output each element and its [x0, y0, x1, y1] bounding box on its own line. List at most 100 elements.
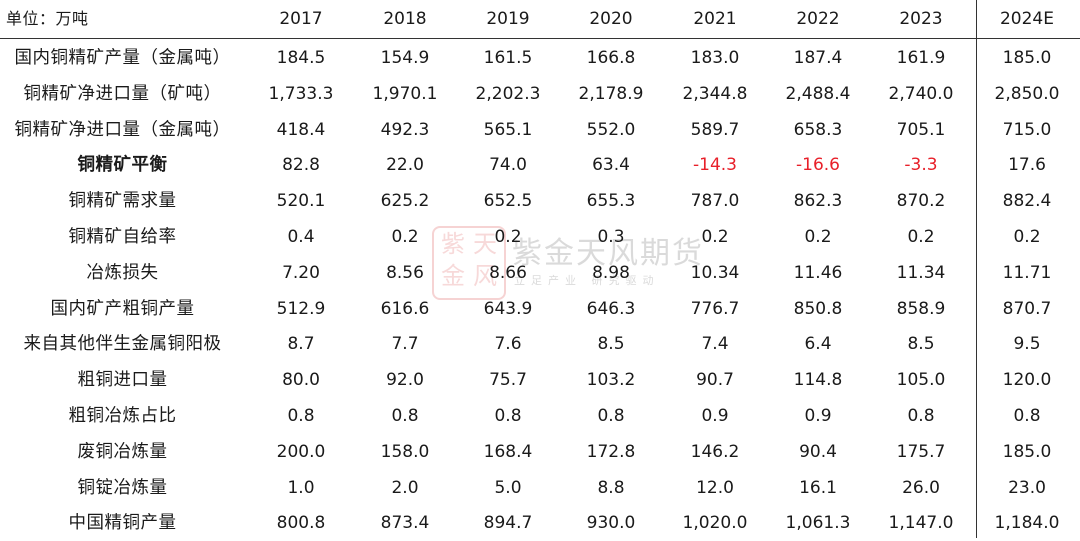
table-cell: 0.4: [287, 227, 315, 247]
table-cell: 154.9: [380, 48, 430, 68]
table-cell: 175.7: [896, 441, 946, 462]
table-cell: 0.9: [701, 406, 729, 426]
table-row: 粗铜冶炼占比 0.8 0.8 0.8 0.8 0.9 0.9 0.8 0.8: [0, 398, 1080, 434]
watermark-slogan: 立足产业 研究驱动: [514, 274, 660, 287]
table-cell: 11.34: [896, 262, 946, 283]
table-row: 铜精矿需求量 520.1 625.2 652.5 655.3 787.0 862.3 870.…: [0, 183, 1080, 219]
table-cell: 0.3: [597, 227, 625, 247]
table-cell: 643.9: [483, 298, 533, 319]
table-cell: 2,344.8: [682, 83, 748, 104]
table-cell: 200.0: [276, 441, 326, 462]
table-cell: 870.7: [1002, 298, 1052, 319]
table-cell: 2,740.0: [888, 83, 954, 104]
table-cell: 103.2: [586, 370, 636, 391]
table-cell: 2,488.4: [785, 83, 851, 104]
table-cell: 184.5: [276, 48, 326, 68]
table-cell: 82.8: [282, 155, 320, 176]
table-cell: 1,147.0: [888, 513, 954, 534]
table-cell: 705.1: [896, 119, 946, 140]
table-row: 来自其他伴生金属铜阳极 8.7 7.7 7.6 8.5 7.4 6.4 8.5 9.5: [0, 326, 1080, 362]
table-cell: 616.6: [380, 298, 430, 319]
row-label: 国内矿产粗铜产量: [50, 298, 195, 319]
table-cell: 146.2: [690, 441, 740, 462]
row-label: 铜精矿平衡: [77, 155, 168, 176]
table-row: 粗铜进口量 80.0 92.0 75.7 103.2 90.7 114.8 105.0 120.…: [0, 362, 1080, 398]
header-rule: [0, 38, 1080, 39]
watermark: 紫天金风 紫金天风期货 立足产业 研究驱动: [432, 226, 732, 300]
table-cell: 120.0: [1002, 370, 1052, 391]
table-cell: 183.0: [690, 48, 740, 68]
table-row: 国内矿产粗铜产量 512.9 616.6 643.9 646.3 776.7 850.8 85…: [0, 291, 1080, 327]
table-cell: 158.0: [380, 441, 430, 462]
table-cell: 0.8: [597, 406, 625, 426]
table-cell: 0.8: [391, 406, 419, 426]
table-cell: 0.8: [494, 406, 522, 426]
table-cell: 652.5: [483, 191, 533, 212]
table-cell: 75.7: [489, 370, 527, 391]
row-label: 中国精铜产量: [68, 513, 177, 534]
table-cell: 16.1: [799, 477, 837, 498]
table-cell: 185.0: [1002, 48, 1052, 68]
table-row: 冶炼损失 7.20 8.56 8.66 8.98 10.34 11.46 11.34 11.71: [0, 255, 1080, 291]
table-cell: 930.0: [586, 513, 636, 534]
table-cell: 114.8: [793, 370, 843, 391]
table-cell: 2,850.0: [994, 83, 1060, 104]
table-cell: 92.0: [386, 370, 424, 391]
table-cell: 0.2: [1013, 227, 1041, 247]
table-cell: 418.4: [276, 119, 326, 140]
table-cell: 172.8: [586, 441, 636, 462]
row-label: 铜精矿自给率: [68, 227, 177, 247]
table-cell: 8.66: [489, 262, 527, 283]
row-label: 铜精矿净进口量（金属吨）: [14, 119, 231, 140]
table-cell: 1,184.0: [994, 513, 1060, 534]
row-label: 粗铜冶炼占比: [68, 406, 177, 426]
table-cell: 850.8: [793, 298, 843, 319]
table-cell: 1,733.3: [268, 83, 334, 104]
unit-label: 单位：万吨: [6, 9, 89, 28]
table-cell: 8.7: [287, 334, 315, 355]
table-cell: 873.4: [380, 513, 430, 534]
row-label: 铜精矿净进口量（矿吨）: [23, 83, 222, 104]
table-cell: 882.4: [1002, 191, 1052, 212]
table-cell: 11.71: [1002, 262, 1052, 283]
table-row: 国内铜精矿产量（金属吨） 184.5 154.9 161.5 166.8 183.0 187…: [0, 40, 1080, 76]
table-cell: 894.7: [483, 513, 533, 534]
table-cell: 655.3: [586, 191, 636, 212]
table-cell: 17.6: [1008, 155, 1046, 176]
table-cell: 8.98: [592, 262, 630, 283]
table-cell: 7.7: [391, 334, 419, 355]
table-cell: 0.2: [701, 227, 729, 247]
table-cell: 787.0: [690, 191, 740, 212]
table-cell: 2,202.3: [475, 83, 541, 104]
table-cell: 161.5: [483, 48, 533, 68]
table-cell: 776.7: [690, 298, 740, 319]
table-cell: 0.9: [804, 406, 832, 426]
table-cell: 858.9: [896, 298, 946, 319]
row-label: 来自其他伴生金属铜阳极: [23, 334, 222, 355]
table-cell: 22.0: [386, 155, 424, 176]
table-cell: 105.0: [896, 370, 946, 391]
table-row: 铜精矿净进口量（矿吨） 1,733.3 1,970.1 2,202.3 2,178.9 2…: [0, 76, 1080, 112]
table-row: 铜精矿自给率 0.4 0.2 0.2 0.3 0.2 0.2 0.2 0.2: [0, 219, 1080, 255]
table-cell: 185.0: [1002, 441, 1052, 462]
table-cell: 12.0: [696, 477, 734, 498]
table-cell: 7.20: [282, 262, 320, 283]
table-cell: 0.2: [804, 227, 832, 247]
table-cell: 74.0: [489, 155, 527, 176]
table-cell: 0.8: [1013, 406, 1041, 426]
table-cell: 565.1: [483, 119, 533, 140]
header-year: 2024E: [999, 9, 1054, 29]
table-cell: 0.2: [391, 227, 419, 247]
forecast-divider: [976, 0, 977, 538]
table-cell: 646.3: [586, 298, 636, 319]
table-cell: 187.4: [793, 48, 843, 68]
table-cell: 9.5: [1013, 334, 1041, 355]
table-cell: 90.4: [799, 441, 837, 462]
table-cell: 625.2: [380, 191, 430, 212]
table-cell: -3.3: [904, 155, 938, 176]
table-cell: 6.4: [804, 334, 832, 355]
table-cell: 8.56: [386, 262, 424, 283]
table-cell: 715.0: [1002, 119, 1052, 140]
header-year: 2018: [383, 9, 427, 29]
